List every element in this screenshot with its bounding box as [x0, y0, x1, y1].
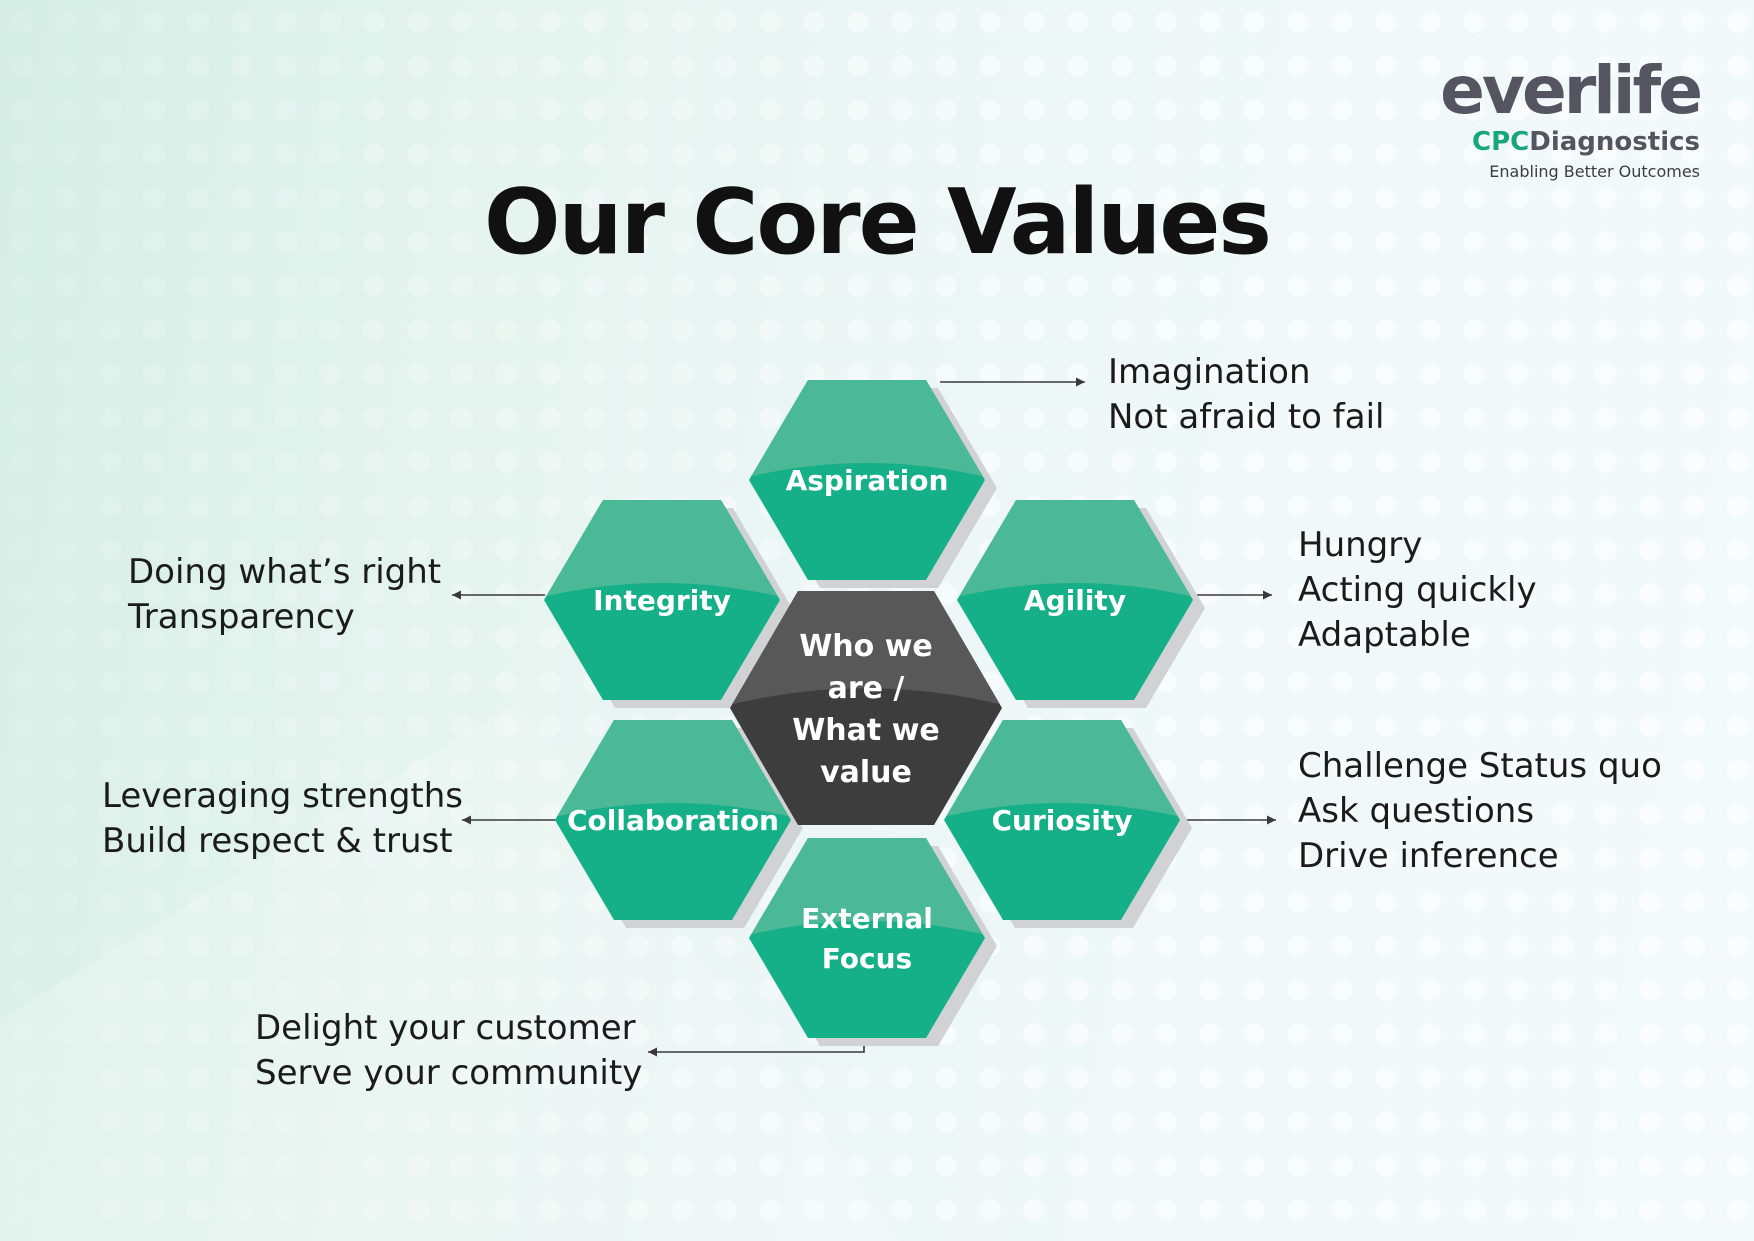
- hexagon-label: External: [801, 902, 933, 935]
- hexagon-curiosity: Curiosity: [944, 720, 1192, 928]
- page-title: Our Core Values: [484, 170, 1272, 275]
- description-line: Serve your community: [255, 1053, 643, 1093]
- description-line: Build respect & trust: [102, 821, 453, 861]
- hexagon-label: value: [820, 755, 912, 790]
- hexagon-center: Who we are / What we value: [730, 591, 1002, 825]
- description-line: Hungry: [1298, 525, 1423, 565]
- description-line: Transparency: [128, 597, 355, 637]
- agility-connector: [1190, 590, 1272, 600]
- description-line: Leveraging strengths: [102, 776, 464, 816]
- logo-subbrand-diagnostics: Diagnostics: [1529, 127, 1700, 157]
- hexagon-highlight: [730, 591, 1002, 706]
- hexagon-aspiration: Aspiration: [749, 380, 997, 588]
- external-focus-description: Delight your customer Serve your communi…: [255, 1006, 642, 1096]
- agility-description: Hungry Acting quickly Adaptable: [1298, 523, 1537, 658]
- collaboration-description: Leveraging strengths Build respect & tru…: [102, 774, 463, 864]
- hexagon-label: Curiosity: [991, 804, 1132, 837]
- curiosity-description: Challenge Status quo Ask questions Drive…: [1298, 744, 1662, 879]
- collaboration-connector: [462, 815, 558, 825]
- hexagon-collaboration: Collaboration: [555, 720, 803, 928]
- hexagon-label: Focus: [822, 942, 912, 975]
- company-logo: everlife CPCDiagnostics Enabling Better …: [1400, 52, 1703, 181]
- description-line: Acting quickly: [1298, 570, 1537, 610]
- hexagon-label: Collaboration: [567, 804, 779, 837]
- hexagon-integrity: Integrity: [544, 500, 792, 708]
- curiosity-connector: [1180, 815, 1276, 825]
- integrity-connector: [452, 590, 545, 600]
- description-line: Adaptable: [1298, 615, 1471, 655]
- hexagon-highlight: [555, 720, 791, 818]
- hexagon-external-focus: External Focus: [749, 838, 997, 1046]
- hexagon-label: Who we: [799, 629, 933, 664]
- description-line: Drive inference: [1298, 836, 1559, 876]
- hexagon-label: Aspiration: [786, 464, 949, 497]
- hexagon-label: are /: [828, 671, 905, 706]
- hexagon-highlight: [544, 500, 780, 598]
- hexagon-label: What we: [792, 713, 940, 748]
- aspiration-connector: [940, 377, 1085, 387]
- description-line: Doing what’s right: [128, 552, 442, 592]
- hexagon-highlight: [749, 838, 985, 936]
- logo-subbrand: CPCDiagnostics: [1400, 126, 1700, 160]
- aspiration-description: Imagination Not afraid to fail: [1108, 350, 1384, 440]
- logo-wordmark: everlife: [1440, 52, 1703, 129]
- description-line: Not afraid to fail: [1108, 397, 1385, 437]
- hexagon-highlight: [749, 380, 985, 478]
- hexagon-label: Agility: [1024, 584, 1126, 617]
- hexagon-highlight: [944, 720, 1180, 818]
- description-line: Challenge Status quo: [1298, 746, 1662, 786]
- logo-tagline: Enabling Better Outcomes: [1489, 161, 1700, 181]
- description-line: Ask questions: [1298, 791, 1535, 831]
- logo-subbrand-cpc: CPC: [1472, 127, 1530, 157]
- hexagon-agility: Agility: [957, 500, 1205, 708]
- description-line: Imagination: [1108, 352, 1311, 392]
- integrity-description: Doing what’s right Transparency: [128, 550, 441, 640]
- description-line: Delight your customer: [255, 1008, 636, 1048]
- hexagon-label: Integrity: [593, 584, 731, 617]
- hexagon-highlight: [957, 500, 1193, 598]
